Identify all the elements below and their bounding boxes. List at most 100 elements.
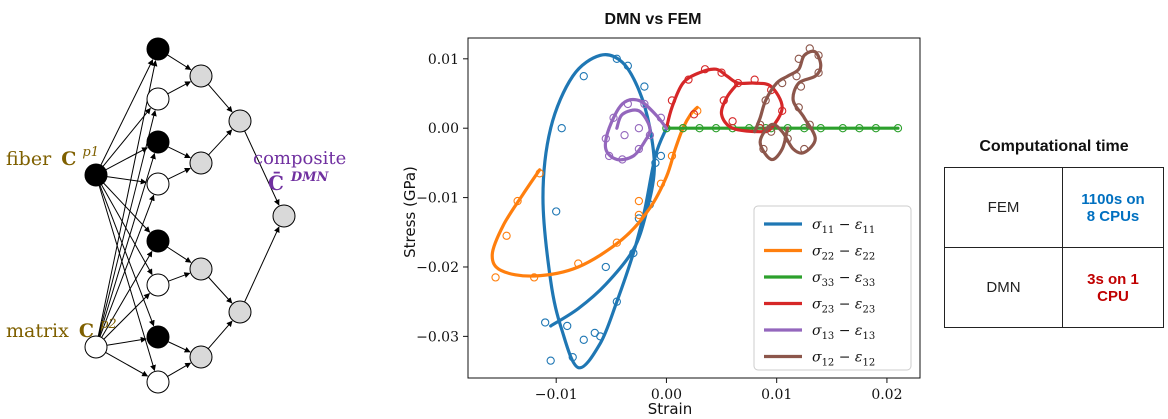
legend-entry-11: σ11 − ε11 [764,217,875,236]
data-point [590,328,599,338]
x-axis-label: Strain [648,400,692,418]
composite-word: composite [253,148,346,169]
data-point [609,113,618,122]
data-point [816,124,825,133]
network-edge [105,147,148,171]
series-line-13 [603,97,669,162]
data-point [838,124,847,133]
composite-label: composite C̄ DMN [253,148,346,195]
matrix-symbol: C [79,320,94,342]
data-point [778,106,787,116]
dmn-network-diagram: fiber C p1 matrix C p2 composite C̄ DMN [6,37,346,394]
network-edge [244,226,280,303]
data-point [634,144,644,154]
series-12 [753,44,823,162]
data-point [800,144,809,154]
network-edge [101,250,153,338]
network-edge [167,167,191,180]
computational-time-title: Computational time [979,138,1129,155]
network-edge [99,194,155,337]
data-point [563,321,572,331]
legend-label: σ22 − ε22 [812,244,875,263]
legend-label: σ13 − ε13 [812,323,875,342]
x-tick-label: 0.02 [871,387,902,403]
axes-layer: −0.01 0.00 0.01 0.02 0.01 0.00 −0.01 −0.02 −0.03 [416,37,921,403]
matrix-input-node [84,335,108,359]
data-point [695,124,704,133]
layer1-node [146,273,170,297]
y-tick-label: −0.03 [416,329,459,345]
data-point [814,51,823,60]
network-edge [167,146,191,159]
svg-text:C̄ DMN: C̄ DMN [268,170,330,195]
network-edge [208,129,233,156]
network-edge [244,130,280,206]
matrix-word: matrix [6,320,69,342]
legend-entry-33: σ33 − ε33 [764,270,875,289]
data-point [513,196,522,206]
data-point [604,151,614,161]
data-point [612,238,621,247]
fiber-label: fiber C p1 [6,145,99,170]
data-point [612,54,621,63]
layer1-node [146,130,170,154]
data-point [579,335,588,344]
row-value-fem: 1100s on 8 CPUs [1062,167,1164,248]
legend-entry-22: σ22 − ε22 [764,244,875,263]
data-point [640,82,649,91]
table-row-dmn: DMN 3s on 1 CPU [944,247,1164,328]
data-point [767,127,776,136]
data-point [759,144,768,154]
data-point [794,54,803,63]
data-point [794,103,803,112]
y-tick-label: −0.01 [416,191,459,207]
network-edge [103,182,151,233]
data-point [750,75,759,84]
data-point [871,124,881,133]
series-layer [490,44,903,370]
composite-superscript: DMN [290,170,330,185]
network-edge [168,272,191,282]
layer1-node [146,370,170,394]
network-edge [103,293,150,340]
data-point [656,179,666,188]
data-point [618,155,627,164]
data-point [783,134,792,143]
layer1-node [146,37,170,61]
x-tick-label: 0.01 [761,387,792,403]
layer3-node [228,109,252,133]
data-point [629,248,638,258]
row-label-fem: FEM [944,167,1063,248]
data-point [656,113,666,122]
fiber-input-node [84,163,108,187]
fiber-symbol: C [61,148,76,170]
svg-text:matrix C p2: matrix C p2 [6,317,117,342]
data-point [491,273,500,282]
output-node [272,204,296,228]
data-point [667,96,677,105]
fem-value-line1: 1100s on [1081,190,1145,208]
y-tick-label: −0.02 [416,260,459,276]
data-point [700,65,710,74]
series-line-11 [541,53,669,370]
composite-symbol: C̄ [268,170,284,195]
data-point [814,68,823,77]
dmn-value-line1: 3s on 1 [1087,270,1139,288]
data-point [719,96,728,105]
fem-value-line2: 8 CPUs [1086,207,1140,225]
data-point [634,124,644,133]
matrix-superscript: p2 [100,317,117,332]
data-point [601,134,610,143]
data-point [796,82,806,91]
network-nodes [84,37,296,394]
network-edge [97,60,158,337]
data-point [792,72,801,81]
row-label-dmn: DMN [944,247,1063,328]
network-edge [166,246,192,263]
data-point [568,353,577,362]
network-edge [207,320,233,350]
network-edge [208,276,233,304]
data-point [767,85,776,95]
chart-legend: σ11 − ε11 σ22 − ε22 σ33 − ε33 σ23 − ε23 σ13 … [753,205,912,371]
legend-label: σ11 − ε11 [812,217,875,236]
